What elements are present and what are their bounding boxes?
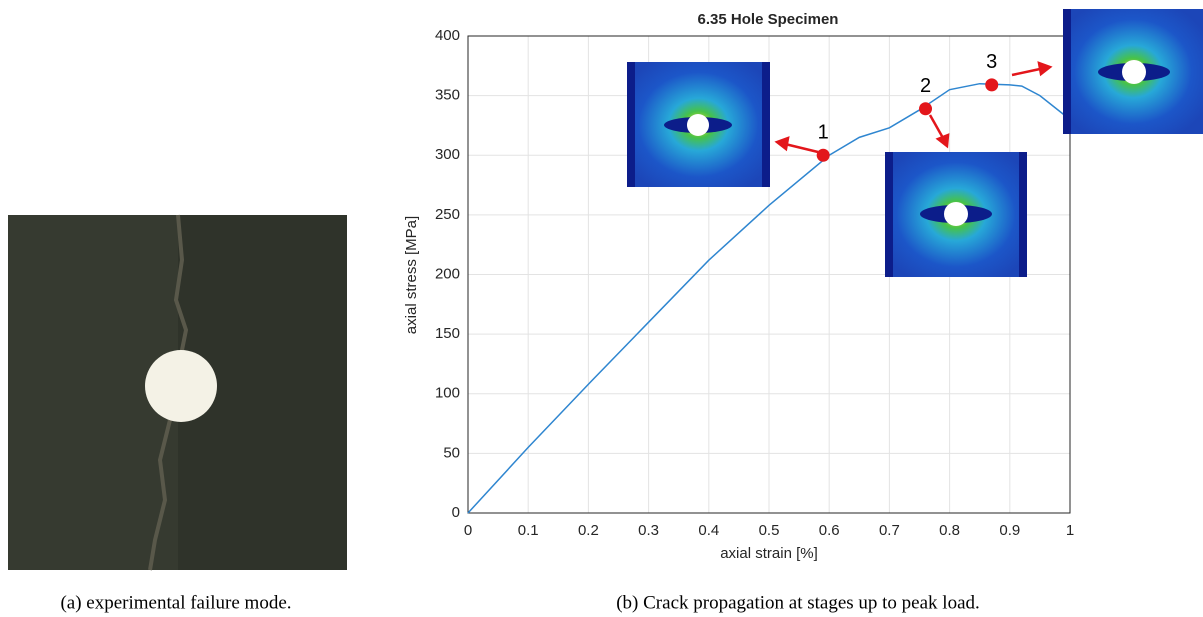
y-tick-label: 100 [435, 385, 460, 402]
x-tick-label: 0.4 [698, 522, 719, 539]
x-tick-label: 0.6 [819, 522, 840, 539]
y-tick-label: 300 [435, 146, 460, 163]
y-tick-label: 350 [435, 87, 460, 104]
y-tick-label: 200 [435, 265, 460, 282]
x-tick-label: 0.9 [999, 522, 1020, 539]
chart-title: 6.35 Hole Specimen [698, 11, 839, 28]
stage-label: 2 [920, 75, 931, 97]
x-tick-label: 0.8 [939, 522, 960, 539]
specimen-photo [8, 214, 347, 571]
y-tick-label: 250 [435, 206, 460, 223]
x-tick-label: 0.5 [759, 522, 780, 539]
caption: (b) Crack propagation at stages up to pe… [616, 592, 980, 613]
fem-inset [627, 62, 770, 187]
x-tick-label: 0 [464, 522, 472, 539]
stage-label: 3 [986, 51, 997, 73]
y-tick-label: 0 [452, 504, 460, 521]
axes-box [467, 35, 1071, 514]
data-line [467, 82, 1071, 514]
x-tick-label: 0.2 [578, 522, 599, 539]
y-tick-label: 400 [435, 27, 460, 44]
arrows [774, 61, 1053, 154]
stage-label: 1 [818, 122, 829, 144]
x-tick-label: 0.3 [638, 522, 659, 539]
y-tick-label: 150 [435, 325, 460, 342]
stage-point [985, 78, 999, 92]
fem-inset [885, 152, 1027, 277]
caption: (a) experimental failure mode. [60, 592, 291, 613]
stage-point [919, 102, 933, 116]
y-axis-label: axial stress [MPa] [403, 216, 420, 334]
stage-point [816, 148, 830, 162]
x-tick-label: 1 [1066, 522, 1074, 539]
fem-inset [1063, 9, 1203, 134]
x-tick-label: 0.1 [518, 522, 539, 539]
x-tick-label: 0.7 [879, 522, 900, 539]
y-tick-label: 50 [443, 444, 460, 461]
x-axis-label: axial strain [%] [720, 545, 818, 562]
